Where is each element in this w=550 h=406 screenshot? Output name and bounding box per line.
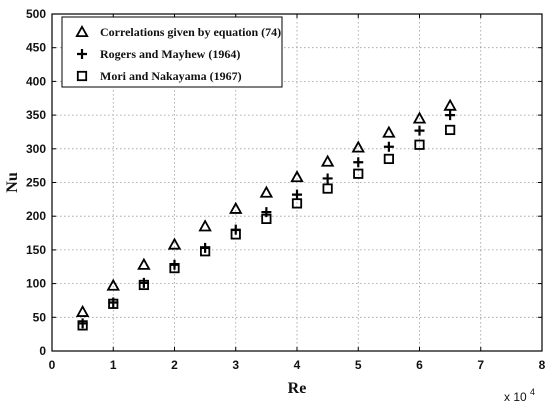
x-tick-label: 3	[232, 358, 239, 372]
square-data-point	[230, 229, 241, 240]
square-data-point	[138, 279, 149, 291]
x-tick-label: 2	[171, 358, 178, 372]
y-tick-label: 400	[26, 74, 46, 88]
square-data-point	[108, 298, 119, 309]
plus-data-point	[383, 141, 394, 152]
x-axis-multiplier-base: x 10	[504, 390, 527, 404]
triangle-data-point	[167, 237, 182, 250]
x-axis-multiplier-exponent: 4	[530, 387, 535, 397]
x-tick-label: 1	[110, 358, 117, 372]
triangle-data-point	[198, 219, 212, 232]
square-data-point	[169, 262, 180, 274]
triangle-data-point	[382, 125, 396, 138]
triangle-data-point	[290, 170, 304, 183]
y-tick-label: 300	[26, 142, 46, 156]
square-data-point	[291, 198, 303, 209]
triangle-data-point	[351, 140, 365, 153]
square-data-point	[445, 124, 456, 136]
triangle-data-point	[320, 154, 335, 167]
legend-label: Rogers and Mayhew (1964)	[100, 47, 240, 61]
y-tick-label: 100	[26, 277, 46, 291]
triangle-data-point	[259, 185, 274, 198]
axis-ticks: 0 1 2 3 4 5 6 7 8 0 50 100 150 200 250 300 350 400 450 500	[26, 7, 546, 372]
x-tick-label: 7	[477, 358, 484, 372]
y-axis-title: Nu	[4, 172, 21, 193]
square-data-point	[353, 168, 364, 179]
plus-data-point	[353, 157, 364, 168]
plus-data-point	[322, 173, 333, 184]
y-tick-label: 350	[26, 108, 46, 122]
legend: Correlations given by equation (74) Roger…	[61, 16, 283, 88]
square-data-point	[77, 320, 88, 331]
x-tick-label: 0	[49, 358, 56, 372]
square-data-point	[261, 213, 272, 224]
triangle-data-point	[106, 278, 120, 291]
series-triangle	[75, 98, 457, 317]
legend-label: Correlations given by equation (74)	[100, 25, 281, 39]
x-tick-label: 6	[416, 358, 423, 372]
y-tick-label: 500	[26, 7, 46, 21]
data-markers	[75, 98, 457, 331]
y-tick-label: 50	[33, 310, 47, 324]
y-tick-label: 150	[26, 243, 46, 257]
square-data-point	[200, 246, 211, 257]
legend-square-icon	[76, 70, 88, 82]
x-tick-label: 5	[355, 358, 362, 372]
x-tick-label: 4	[294, 358, 301, 372]
y-tick-label: 0	[39, 344, 46, 358]
square-data-point	[414, 139, 425, 150]
x-axis-title: Re	[288, 380, 307, 397]
triangle-data-point	[229, 201, 243, 214]
x-axis-multiplier: x 10 4	[504, 387, 535, 404]
series-plus	[77, 110, 456, 329]
legend-plus-icon	[77, 49, 87, 59]
plus-data-point	[292, 189, 302, 200]
legend-label: Mori and Nakayama (1967)	[100, 69, 242, 83]
square-data-point	[322, 183, 333, 194]
square-data-point	[383, 153, 394, 165]
triangle-data-point	[443, 98, 457, 111]
series-square	[77, 124, 456, 331]
triangle-data-point	[412, 111, 427, 124]
y-tick-label: 250	[26, 176, 46, 190]
plus-data-point	[445, 110, 456, 121]
legend-box	[61, 16, 283, 88]
y-tick-label: 450	[26, 41, 46, 55]
triangle-data-point	[75, 304, 90, 317]
triangle-data-point	[137, 257, 151, 270]
legend-triangle-icon	[75, 24, 89, 38]
plus-data-point	[414, 125, 425, 136]
x-tick-label: 8	[539, 358, 546, 372]
y-tick-label: 200	[26, 209, 46, 223]
grid-lines	[52, 14, 542, 351]
